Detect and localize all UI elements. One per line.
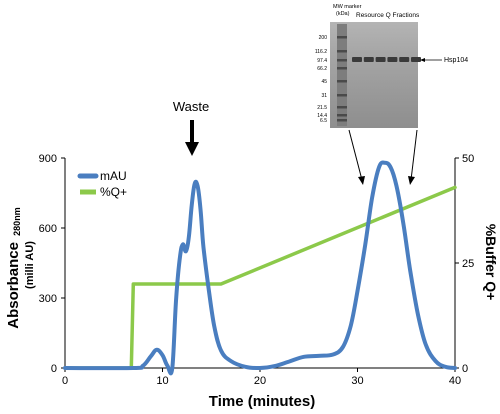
x-tick-label: 40 [449, 375, 461, 387]
y-axis-title-subscript: 280nm [12, 207, 22, 236]
hsp104-pointer-head [420, 58, 425, 62]
peak-arrow-left-head [358, 176, 365, 185]
gel-mw-label: 14.4 [317, 113, 327, 119]
y-axis-title: Absorbance [5, 242, 22, 329]
y2-axis-title-group: %Buffer Q+ [483, 224, 499, 301]
gel-mw-label: 31 [321, 93, 327, 99]
gel-fraction-band [387, 57, 398, 62]
y-tick-label: 0 [51, 363, 57, 375]
y2-axis-title: %Buffer Q+ [483, 224, 499, 301]
gel-marker-band [337, 50, 347, 53]
x-tick-label: 0 [62, 375, 68, 387]
y2-tick-label: 50 [462, 153, 474, 165]
x-ticks: 0 10 20 30 40 [62, 368, 461, 387]
series-line-mau [63, 160, 457, 376]
y-ticks: 0 300 600 900 [39, 153, 65, 375]
peak-arrow-right-line [410, 129, 418, 181]
gel-marker-band [337, 106, 347, 109]
gel-inset: MW marker (kDa) Resource Q Fractions 200… [315, 4, 468, 185]
series-line-q-buffer [63, 185, 457, 370]
gel-mw-label: 6.5 [320, 118, 327, 124]
gel-marker-band [337, 67, 347, 70]
y-tick-label: 900 [39, 153, 57, 165]
legend-label-q: %Q+ [100, 185, 127, 199]
gel-marker-band [337, 59, 347, 62]
waste-label: Waste [173, 99, 209, 114]
gel-fraction-band [399, 57, 410, 62]
gel-fractions-title: Resource Q Fractions [356, 12, 420, 19]
legend: mAU %Q+ [77, 169, 127, 199]
peak-arrow-left-line [348, 129, 363, 181]
hsp104-label: Hsp104 [444, 57, 468, 64]
gel-fraction-band [375, 57, 386, 62]
y2-tick-label: 25 [462, 258, 474, 270]
gel-marker-band [337, 36, 347, 39]
x-axis-title: Time (minutes) [209, 393, 315, 410]
y-axis-units: (milli AU) [24, 241, 36, 289]
gel-mw-label: 45 [321, 79, 327, 85]
y-tick-label: 300 [39, 293, 57, 305]
y2-ticks: 0 25 50 [455, 153, 474, 375]
y-axis-title-group: Absorbance 280nm [5, 207, 22, 328]
gel-fraction-bands [352, 57, 421, 62]
gel-mw-label: 66.2 [317, 66, 327, 72]
gel-fraction-band [411, 57, 421, 62]
gel-marker-title: MW marker [333, 4, 362, 10]
y-axis-units-group: (milli AU) [24, 241, 36, 289]
waste-arrow-head [185, 142, 199, 156]
gel-marker-bands [337, 36, 347, 122]
gel-mw-label: 116.2 [315, 49, 327, 55]
gel-fraction-band [363, 57, 374, 62]
peak-arrow-right-head [408, 176, 415, 185]
x-tick-label: 30 [351, 375, 363, 387]
gel-fraction-band [352, 57, 362, 62]
gel-marker-band [337, 119, 347, 122]
legend-label-mau: mAU [100, 169, 127, 183]
gel-mw-label: 21.5 [317, 105, 327, 111]
y2-tick-label: 0 [462, 363, 468, 375]
gel-marker-band [337, 80, 347, 83]
waste-annotation: Waste [173, 99, 209, 156]
gel-mw-label: 200 [319, 35, 328, 41]
gel-marker-band [337, 94, 347, 97]
series-layer [63, 160, 457, 376]
gel-mw-label: 97.4 [317, 58, 327, 64]
x-tick-label: 20 [254, 375, 266, 387]
svg-text:Absorbance 280nm: Absorbance 280nm [5, 207, 22, 328]
gel-marker-band [337, 114, 347, 117]
y-tick-label: 600 [39, 223, 57, 235]
gel-marker-lane [337, 24, 347, 126]
gel-marker-units: (kDa) [336, 11, 350, 17]
x-tick-label: 10 [156, 375, 168, 387]
gel-mw-labels: 200 116.2 97.4 66.2 45 31 21.5 14.46.5 [315, 35, 327, 124]
